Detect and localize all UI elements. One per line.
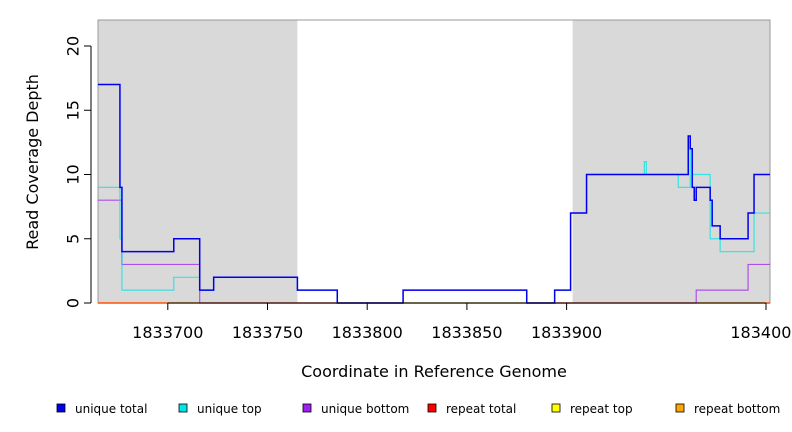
y-tick-label: 10 [64,164,83,184]
y-tick-label: 5 [64,234,83,244]
shaded-region-2 [572,20,770,303]
legend: unique total unique top unique bottom repea… [56,402,780,416]
legend-label-repeat-top: repeat top [570,402,633,416]
legend-swatch-unique-bottom [302,403,312,413]
legend-swatch-repeat-total [427,403,437,413]
legend-swatch-repeat-bottom [675,403,685,413]
legend-label-unique-total: unique total [75,402,147,416]
x-axis: 1833700 1833750 1833800 1833850 1833900 18340… [132,302,792,342]
legend-swatch-unique-total [56,403,66,413]
shaded-regions [98,20,770,303]
legend-label-unique-bottom: unique bottom [321,402,409,416]
x-axis-title: Coordinate in Reference Genome [301,362,567,381]
y-axis-title: Read Coverage Depth [23,74,42,250]
shaded-region-1 [98,20,298,303]
x-tick-label: 1833800 [332,323,403,342]
y-tick-label: 15 [64,100,83,120]
y-tick-label: 20 [64,36,83,56]
legend-label-unique-top: unique top [197,402,262,416]
x-tick-label: 1833850 [431,323,502,342]
series-line-unique-total [98,83,770,304]
x-tick-label: 1833750 [232,323,303,342]
legend-swatch-repeat-top [551,403,561,413]
y-tick-label: 0 [64,298,83,308]
y-axis: 0 5 10 15 20 [64,36,92,308]
legend-label-repeat-bottom: repeat bottom [694,402,780,416]
legend-label-repeat-total: repeat total [446,402,516,416]
legend-swatch-unique-top [178,403,188,413]
x-tick-label: 1833700 [132,323,203,342]
x-tick-label: 1833900 [531,323,602,342]
